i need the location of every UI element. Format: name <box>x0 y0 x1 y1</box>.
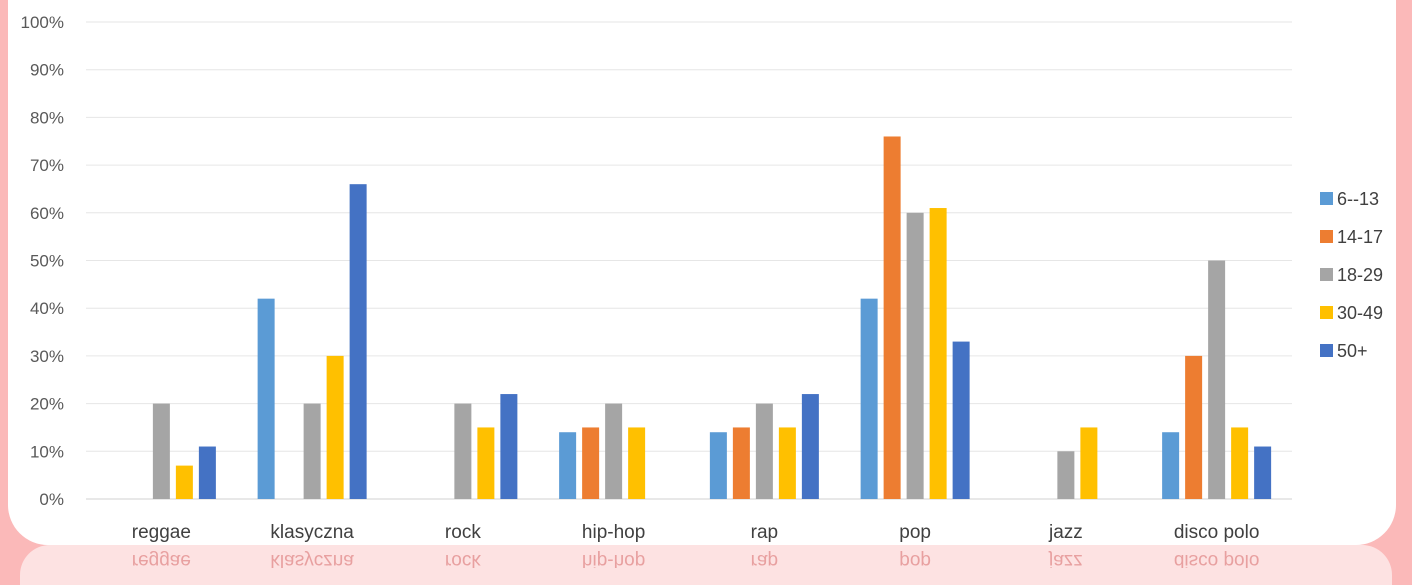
category-label: disco polo <box>1174 522 1260 543</box>
legend: 6--13 14-17 18-29 30-49 50+ <box>1320 189 1383 361</box>
y-tick-label: 40% <box>30 299 64 318</box>
bar <box>257 298 275 499</box>
category-label-reflection: rock <box>445 550 481 568</box>
y-tick-label: 70% <box>30 156 64 175</box>
bar <box>1231 427 1249 499</box>
bar <box>755 403 773 499</box>
x-axis-categories: reggae klasyczna rock hip-hop rap pop jazz disc… <box>132 522 1260 543</box>
category-label: hip-hop <box>582 522 645 543</box>
legend-label: 30-49 <box>1337 303 1383 323</box>
bar <box>732 427 750 499</box>
bar <box>628 427 646 499</box>
legend-label: 18-29 <box>1337 265 1383 285</box>
bar <box>605 403 623 499</box>
y-tick-label: 90% <box>30 61 64 80</box>
bar <box>175 465 193 499</box>
legend-label: 50+ <box>1337 341 1368 361</box>
category-label: rock <box>445 522 481 543</box>
bar <box>952 341 970 499</box>
bars <box>152 136 1272 500</box>
legend-label: 6--13 <box>1337 189 1379 209</box>
bar <box>1080 427 1098 499</box>
bar <box>860 298 878 499</box>
category-label-reflection: disco polo <box>1174 550 1260 568</box>
legend-label: 14-17 <box>1337 227 1383 247</box>
bar <box>709 432 727 499</box>
bar <box>454 403 472 499</box>
y-tick-label: 50% <box>30 252 64 271</box>
bar <box>198 446 216 499</box>
bar <box>303 403 321 499</box>
bar <box>1254 446 1272 499</box>
bar <box>1208 260 1226 499</box>
y-axis-ticks: 0% 10% 20% 30% 40% 50% 60% 70% 80% 90% 100% <box>21 13 64 509</box>
bar <box>1162 432 1180 499</box>
y-tick-label: 100% <box>21 13 64 32</box>
category-label-reflection: jazz <box>1048 550 1083 568</box>
bar <box>326 355 344 499</box>
bar <box>778 427 796 499</box>
gridlines <box>86 21 1292 500</box>
y-tick-label: 20% <box>30 395 64 414</box>
category-label-reflection: klasyczna <box>270 550 354 568</box>
category-label-reflection: hip-hop <box>582 550 645 568</box>
bar-chart: 0% 10% 20% 30% 40% 50% 60% 70% 80% 90% 100% reggae… <box>21 13 1384 568</box>
bar <box>929 208 947 499</box>
bar <box>801 394 819 499</box>
legend-swatch <box>1320 230 1333 243</box>
category-label: klasyczna <box>270 522 354 543</box>
bar <box>349 184 367 499</box>
legend-swatch <box>1320 344 1333 357</box>
legend-swatch <box>1320 192 1333 205</box>
bar <box>500 394 518 499</box>
category-label: reggae <box>132 522 191 543</box>
bar <box>1185 355 1203 499</box>
y-tick-label: 80% <box>30 108 64 127</box>
category-label: pop <box>899 522 931 543</box>
legend-swatch <box>1320 306 1333 319</box>
category-label: rap <box>751 522 778 543</box>
y-tick-label: 10% <box>30 442 64 461</box>
category-label-reflection: reggae <box>132 550 191 568</box>
bar <box>582 427 600 499</box>
bar <box>152 403 170 499</box>
x-axis-categories-reflection: reggae klasyczna rock hip-hop rap pop jazz disc… <box>132 550 1260 568</box>
category-label: jazz <box>1048 522 1083 543</box>
y-tick-label: 0% <box>39 490 64 509</box>
bar <box>559 432 577 499</box>
y-tick-label: 30% <box>30 347 64 366</box>
legend-swatch <box>1320 268 1333 281</box>
bar <box>477 427 495 499</box>
category-label-reflection: rap <box>751 550 778 568</box>
bar <box>1057 451 1075 499</box>
y-tick-label: 60% <box>30 204 64 223</box>
bar <box>906 212 924 500</box>
bar <box>883 136 901 500</box>
category-label-reflection: pop <box>899 550 931 568</box>
